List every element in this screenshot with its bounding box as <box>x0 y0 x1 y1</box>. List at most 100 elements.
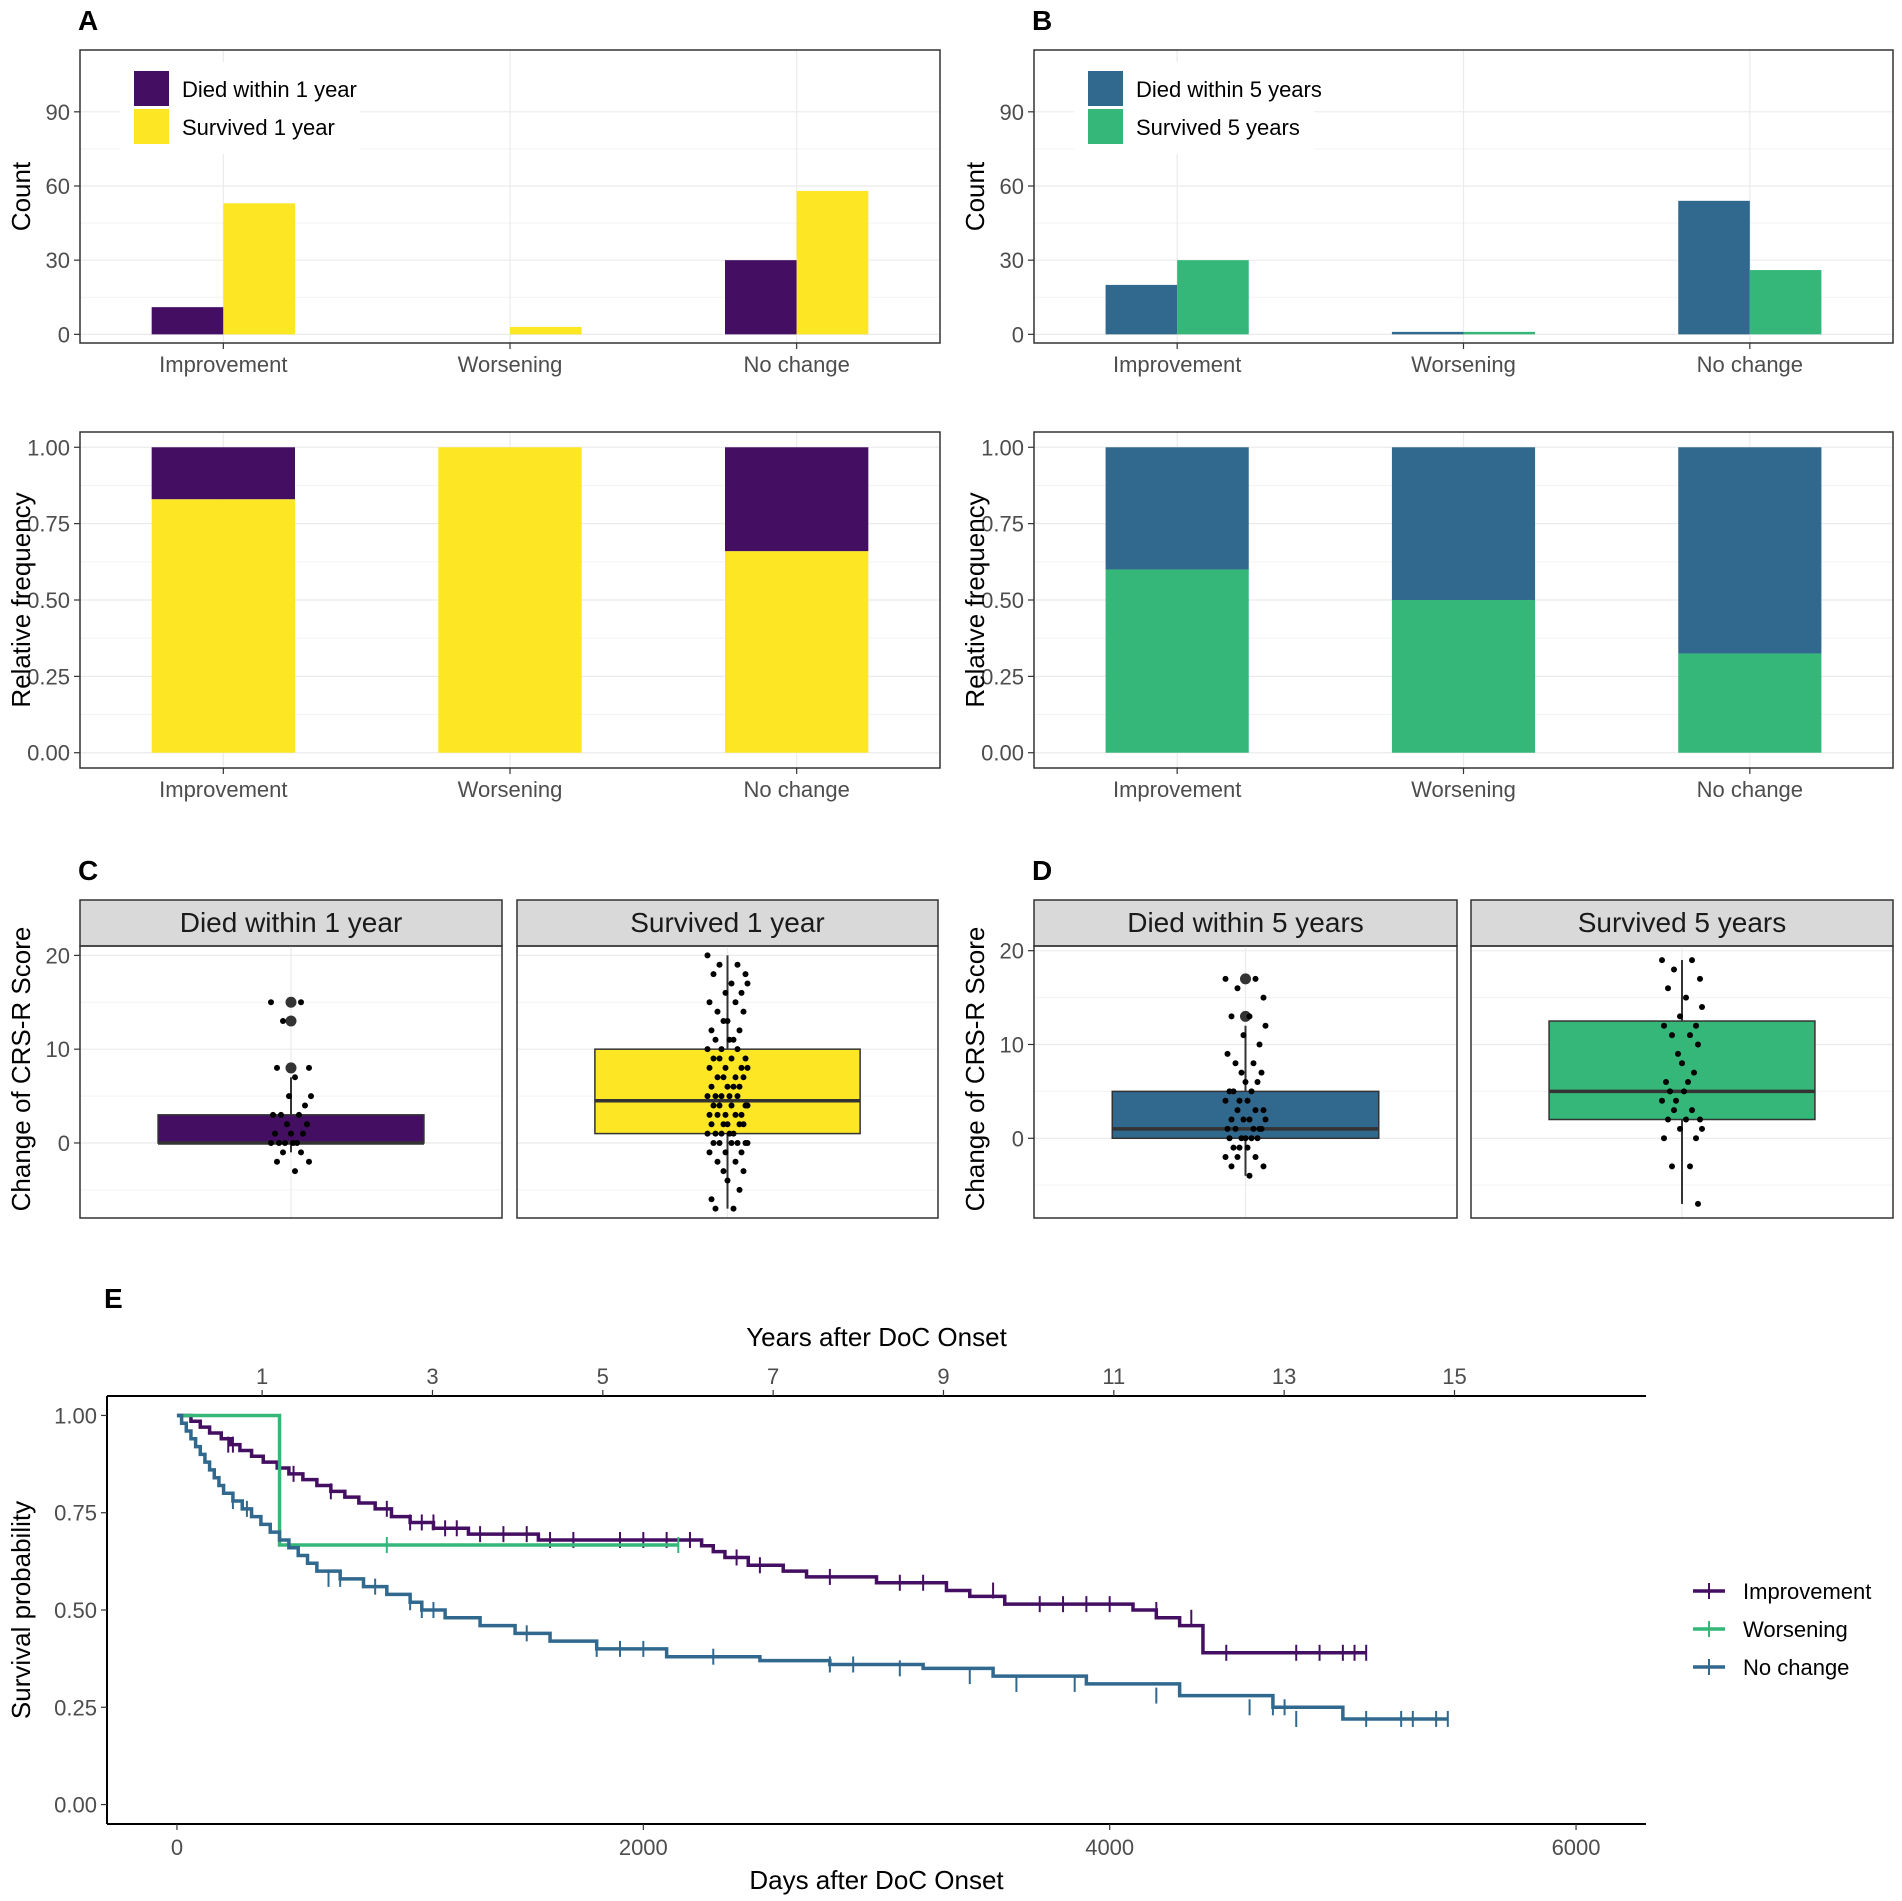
D-jitter-point <box>1260 1163 1267 1170</box>
B-count-ytick-label: 30 <box>1000 248 1024 273</box>
C-jitter-point <box>292 1074 298 1081</box>
C-jitter-point <box>734 961 741 968</box>
D-jitter-point <box>1689 1107 1695 1114</box>
D-jitter-point <box>1230 1088 1237 1095</box>
C-jitter-point <box>742 971 749 978</box>
E-survival-curve <box>176 1413 1448 1721</box>
D-jitter-point <box>1236 1097 1243 1104</box>
A-rel-bar <box>151 499 295 753</box>
E-ylabel: Survival probability <box>6 1501 36 1719</box>
A-rel-xtick-label: Worsening <box>458 777 563 802</box>
C-jitter-point <box>738 1111 745 1118</box>
D-jitter-point <box>1252 1154 1259 1161</box>
D-jitter-point <box>1248 1088 1255 1095</box>
D-jitter-point <box>1669 1163 1675 1170</box>
C-strip-label: Died within 1 year <box>180 907 403 938</box>
D-jitter-point <box>1258 1125 1265 1132</box>
C-jitter-point <box>740 1074 747 1081</box>
B-rel-xtick-label: No change <box>1697 777 1803 802</box>
E-x2label: Years after DoC Onset <box>746 1322 1007 1352</box>
B-count-bar <box>1177 260 1249 335</box>
E-survival-curve <box>176 1413 1367 1655</box>
D-jitter-point <box>1242 1079 1249 1085</box>
D-jitter-point <box>1679 1060 1685 1067</box>
C-jitter-point <box>716 1055 723 1062</box>
E-ytick-label: 0.25 <box>54 1695 97 1720</box>
C-outlier-point <box>285 1015 297 1027</box>
B-count-legend-label: Died within 5 years <box>1136 77 1322 102</box>
C-jitter-point <box>268 999 274 1006</box>
C-panel-border <box>79 945 503 1219</box>
C-jitter-point <box>730 1205 737 1212</box>
C-jitter-point <box>728 1102 735 1109</box>
C-jitter-point <box>734 1093 741 1100</box>
A-count-bar <box>796 190 869 335</box>
A-count-ytick-label: 60 <box>46 174 70 199</box>
E-xtick-label: 4000 <box>1085 1835 1134 1860</box>
B-count-ytick-label: 90 <box>1000 100 1024 125</box>
A-rel-ylabel: Relative frequency <box>6 492 36 707</box>
A-rel-bar <box>725 551 869 753</box>
B-count-ytick-label: 0 <box>1012 322 1024 347</box>
A-count-legend-key <box>134 71 169 106</box>
C-jitter-point <box>306 1158 312 1165</box>
C-jitter-point <box>714 1158 721 1165</box>
D-jitter-point <box>1677 1125 1683 1132</box>
C-jitter-point <box>716 1102 723 1109</box>
D-jitter-point <box>1691 1069 1697 1076</box>
C-jitter-point <box>744 1139 751 1146</box>
D-jitter-point <box>1234 1107 1241 1114</box>
B-rel-bar <box>1105 447 1249 570</box>
A-count-ytick-label: 0 <box>58 322 70 347</box>
D-jitter-point <box>1671 966 1677 973</box>
D-jitter-point <box>1246 1116 1253 1123</box>
C-jitter-point <box>710 1139 717 1146</box>
B-rel-ytick-label: 0.25 <box>981 664 1024 689</box>
C-ytick-label: 10 <box>46 1037 70 1062</box>
C-jitter-point <box>744 1102 751 1109</box>
C-jitter-point <box>726 1130 733 1137</box>
C-jitter-point <box>268 1139 274 1146</box>
B-rel-bar <box>1678 447 1822 654</box>
D-jitter-point <box>1687 1163 1693 1170</box>
D-jitter-point <box>1238 1069 1245 1076</box>
C-strip-label: Survived 1 year <box>630 907 825 938</box>
A-count-legend-key <box>134 109 169 144</box>
E-x2tick-label: 3 <box>426 1364 438 1389</box>
E-x2tick-label: 5 <box>597 1364 609 1389</box>
E-survival-curve <box>176 1413 679 1547</box>
C-ylabel: Change of CRS-R Score <box>6 927 36 1212</box>
C-jitter-point <box>308 1093 314 1100</box>
C-jitter-point <box>288 1130 294 1137</box>
C-outlier-point <box>285 996 297 1008</box>
B-rel-xtick-label: Worsening <box>1411 777 1516 802</box>
C-jitter-point <box>740 1168 747 1175</box>
D-jitter-point <box>1232 1060 1239 1067</box>
A-count-ytick-label: 90 <box>46 100 70 125</box>
C-jitter-point <box>710 971 717 978</box>
D-jitter-point <box>1665 985 1671 992</box>
D-jitter-point <box>1240 1032 1247 1039</box>
C-jitter-point <box>732 1111 739 1118</box>
D-jitter-point <box>1695 1200 1701 1207</box>
D-jitter-point <box>1254 1079 1261 1085</box>
C-jitter-point <box>712 1130 719 1137</box>
D-jitter-point <box>1250 1060 1257 1067</box>
D-strip-label: Died within 5 years <box>1127 907 1364 938</box>
C-jitter-point <box>708 1196 715 1203</box>
C-jitter-point <box>292 1168 298 1175</box>
A-rel-ytick-label: 1.00 <box>27 435 70 460</box>
C-panel-border <box>516 945 939 1219</box>
E-ytick-label: 1.00 <box>54 1403 97 1428</box>
C-jitter-point <box>724 1083 731 1090</box>
B-rel-ytick-label: 0.50 <box>981 588 1024 613</box>
D-outlier-point <box>1240 973 1251 985</box>
D-jitter-point <box>1685 1079 1691 1085</box>
D-jitter-point <box>1246 1013 1253 1020</box>
D-jitter-point <box>1661 1135 1667 1142</box>
C-jitter-point <box>736 1121 743 1128</box>
A-rel-ytick-label: 0.50 <box>27 588 70 613</box>
D-jitter-point <box>1248 1135 1255 1142</box>
C-jitter-point <box>704 1093 711 1100</box>
E-legend-label: No change <box>1743 1655 1849 1680</box>
